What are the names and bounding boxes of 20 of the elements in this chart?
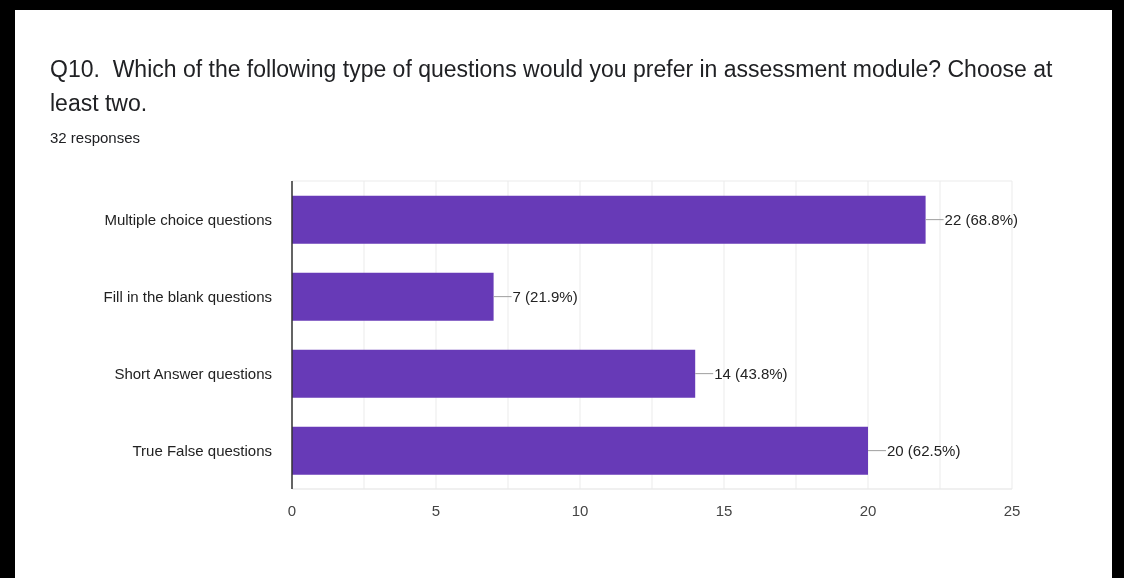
x-tick-label: 20 bbox=[859, 501, 877, 519]
x-tick-label: 0 bbox=[287, 501, 297, 519]
bar bbox=[292, 349, 696, 398]
bar bbox=[292, 272, 494, 321]
text: 32 responses bbox=[50, 128, 141, 148]
data-label: 22 (68.8%) bbox=[944, 211, 1018, 229]
chart-title: Q10. Which of the following type of questions would you prefer in assessment module? Choose at least two. bbox=[50, 55, 1054, 118]
bar bbox=[292, 195, 926, 244]
data-label: 14 (43.8%) bbox=[714, 365, 788, 383]
x-tick-label: 5 bbox=[431, 501, 441, 519]
y-tick-label: Short Answer questions bbox=[114, 364, 272, 382]
y-tick-label: Fill in the blank questions bbox=[103, 287, 272, 305]
x-tick-label: 25 bbox=[1003, 501, 1021, 519]
bar bbox=[292, 426, 868, 475]
x-tick-label: 15 bbox=[715, 501, 733, 519]
y-tick-label: True False questions bbox=[132, 441, 272, 459]
y-tick-label: Multiple choice questions bbox=[104, 210, 272, 228]
data-label: 20 (62.5%) bbox=[887, 442, 961, 460]
data-label: 7 (21.9%) bbox=[512, 288, 578, 306]
x-tick-label: 10 bbox=[571, 501, 589, 519]
